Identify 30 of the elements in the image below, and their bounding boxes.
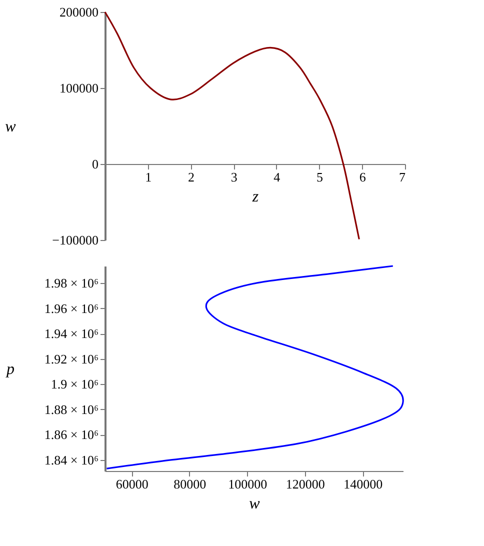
- x-tick-label: 5: [316, 170, 324, 184]
- y-tick-label: −100000: [52, 232, 98, 248]
- y-tick-label: 1.9 × 10⁶: [50, 376, 98, 392]
- x-tick-label: 3: [230, 170, 238, 184]
- y-tick-label: 1.86 × 10⁶: [44, 427, 98, 442]
- x-tick-label: 80000: [174, 476, 206, 492]
- x-tick-label: 1: [145, 170, 152, 184]
- y-tick-label: 1.88 × 10⁶: [44, 402, 98, 417]
- y-tick-label: 1.84 × 10⁶: [44, 452, 98, 468]
- y-tick-label: 100000: [60, 80, 98, 96]
- x-tick-label: 4: [274, 170, 281, 184]
- x-tick-label: 7: [399, 170, 406, 184]
- y-tick-label: 0: [92, 156, 98, 172]
- line-series: [106, 265, 404, 470]
- y-tick-label: 200000: [60, 4, 98, 20]
- y-tick-label: 1.92 × 10⁶: [44, 351, 98, 366]
- x-tick-label: 60000: [116, 476, 148, 492]
- x-tick-label: 120000: [286, 476, 325, 492]
- x-axis-title: w: [249, 496, 260, 512]
- x-tick-label: 2: [188, 170, 194, 184]
- x-tick-label: 6: [359, 170, 366, 184]
- y-tick-label: 1.94 × 10⁶: [44, 326, 98, 342]
- x-tick-label: 140000: [344, 476, 383, 492]
- y-axis-title: p: [6, 361, 14, 378]
- line-series: [104, 11, 360, 240]
- x-axis-title: z: [251, 188, 260, 206]
- y-tick-label: 1.98 × 10⁶: [44, 276, 98, 291]
- x-tick-label: 100000: [228, 476, 268, 492]
- y-axis-title: w: [5, 118, 16, 136]
- y-tick-label: 1.96 × 10⁶: [44, 300, 98, 316]
